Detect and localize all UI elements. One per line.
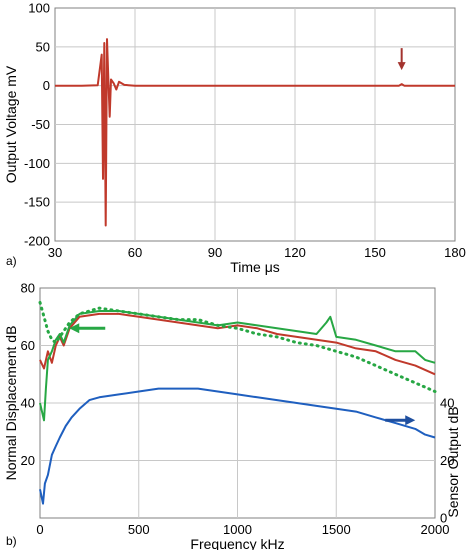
series-line-0 <box>39 312 436 376</box>
x-tick-label: 90 <box>208 245 222 260</box>
panel-b-annotations <box>69 323 416 426</box>
panel-a-annotations <box>397 48 406 71</box>
panel-a: 30 60 90 120 150 180 -200 -150 -100 -50 0 50 100 Ti… <box>3 1 466 276</box>
series-line-2 <box>38 300 437 393</box>
arrow-left-head-icon <box>69 323 80 334</box>
y-tick-label: -150 <box>24 195 50 210</box>
x-tick-label: 150 <box>364 245 386 260</box>
y2-tick-label: 40 <box>440 396 454 411</box>
panel-b-y-axis-label: Normal Displacement dB <box>3 326 19 481</box>
series-line-3 <box>39 387 436 505</box>
panel-a-grid <box>55 8 455 241</box>
y-tick-label: 100 <box>28 1 50 16</box>
panel-b-y2-axis-label: Sensor Output dB <box>445 406 461 517</box>
x-tick-label: 60 <box>128 245 142 260</box>
y-tick-label: 80 <box>21 281 35 296</box>
panel-b-y2-tick-labels: 0 20 40 <box>440 396 454 526</box>
y-tick-label: 20 <box>21 453 35 468</box>
panel-a-x-tick-labels: 30 60 90 120 150 180 <box>48 245 466 260</box>
panel-a-label: a) <box>6 254 17 268</box>
x-tick-label: 0 <box>36 522 43 537</box>
panel-a-y-tick-labels: -200 -150 -100 -50 0 50 100 <box>24 1 50 249</box>
x-tick-label: 180 <box>444 245 466 260</box>
arrow-down-head-icon <box>397 62 406 71</box>
y-tick-label: -200 <box>24 234 50 249</box>
panel-b-x-axis-label: Frequency kHz <box>190 536 284 550</box>
series-line-1 <box>39 310 436 422</box>
y-tick-label: 40 <box>21 396 35 411</box>
x-tick-label: 1500 <box>322 522 351 537</box>
panel-b-x-tick-labels: 0 500 1000 1500 2000 <box>36 522 449 537</box>
arrow-right-head-icon <box>405 415 416 426</box>
panel-a-series <box>55 38 455 227</box>
y2-tick-label: 0 <box>440 511 447 526</box>
panel-b-grid <box>40 288 435 518</box>
x-tick-label: 120 <box>284 245 306 260</box>
panel-b: 0 500 1000 1500 2000 20 40 60 80 0 20 40 Frequenc… <box>3 281 461 550</box>
y-tick-label: -100 <box>24 156 50 171</box>
x-tick-label: 1000 <box>223 522 252 537</box>
panel-b-series <box>38 300 437 505</box>
y-tick-label: 50 <box>36 39 50 54</box>
panel-a-x-axis-label: Time μs <box>230 259 280 275</box>
x-tick-label: 500 <box>128 522 150 537</box>
y-tick-label: 60 <box>21 338 35 353</box>
y-tick-label: -50 <box>31 117 50 132</box>
panel-b-label: b) <box>6 534 17 548</box>
y-tick-label: 0 <box>43 78 50 93</box>
panel-b-y-tick-labels: 20 40 60 80 <box>21 281 35 469</box>
y2-tick-label: 20 <box>440 453 454 468</box>
panel-a-y-axis-label: Output Voltage mV <box>3 65 19 183</box>
x-tick-label: 2000 <box>421 522 450 537</box>
series-line-0 <box>55 38 455 227</box>
x-tick-label: 30 <box>48 245 62 260</box>
